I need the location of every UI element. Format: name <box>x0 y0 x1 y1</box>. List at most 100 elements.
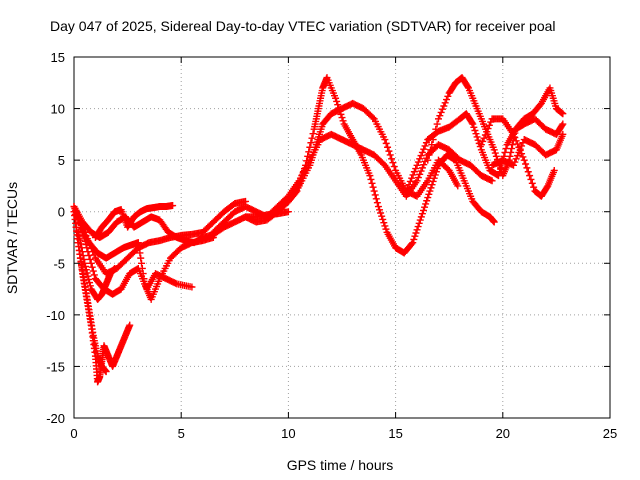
data-point <box>428 141 436 149</box>
data-point <box>402 187 410 195</box>
x-axis-label: GPS time / hours <box>287 457 394 473</box>
data-point <box>381 222 389 230</box>
data-point <box>380 219 388 227</box>
data-point <box>550 166 558 174</box>
data-point <box>413 161 421 169</box>
data-point <box>338 114 346 122</box>
data-point <box>454 182 462 190</box>
data-point <box>404 184 412 192</box>
data-point <box>420 145 428 153</box>
data-point <box>368 179 376 187</box>
data-point <box>76 236 84 244</box>
data-point <box>419 206 427 214</box>
data-point <box>422 200 430 208</box>
data-point <box>378 212 386 220</box>
data-point <box>522 160 530 168</box>
data-point <box>418 148 426 156</box>
data-point <box>416 170 424 178</box>
data-point <box>137 254 145 262</box>
data-point <box>75 232 83 240</box>
y-tick-label: -10 <box>46 308 65 323</box>
data-point <box>412 229 420 237</box>
x-tick-label: 25 <box>603 426 617 441</box>
data-point <box>139 270 147 278</box>
data-point <box>433 120 441 128</box>
axis-ticks: 0 5 10 15 20 25 -20 -15 -10 -5 0 5 10 15 <box>46 50 617 441</box>
data-point <box>87 259 95 267</box>
data-point <box>388 155 396 163</box>
series-track-14 <box>477 115 558 200</box>
data-point <box>437 108 445 116</box>
data-point <box>424 194 432 202</box>
data-point <box>432 168 440 176</box>
data-point <box>526 172 534 180</box>
data-point <box>524 168 532 176</box>
data-point <box>508 145 516 153</box>
data-point <box>412 165 420 173</box>
data-point <box>483 128 491 136</box>
data-point <box>86 255 94 263</box>
series-track-3 <box>72 223 110 376</box>
data-point <box>473 133 481 141</box>
data-point <box>430 130 438 138</box>
data-point <box>390 163 398 171</box>
data-point <box>428 181 436 189</box>
data-point <box>507 148 515 156</box>
data-point <box>418 210 426 218</box>
data-point <box>410 235 418 243</box>
data-point <box>514 152 522 160</box>
data-point <box>372 195 380 203</box>
data-point <box>308 134 316 142</box>
data-point <box>424 156 432 164</box>
y-tick-label: 5 <box>58 153 65 168</box>
data-point <box>464 83 472 91</box>
series-track-7 <box>76 223 217 303</box>
data-point <box>409 239 417 247</box>
data-point <box>511 134 519 142</box>
data-point <box>477 141 485 149</box>
data-point <box>523 164 531 172</box>
data-point <box>386 151 394 159</box>
data-point <box>421 142 429 150</box>
y-tick-label: 0 <box>58 205 65 220</box>
data-point <box>414 174 422 182</box>
plot-frame <box>73 56 611 419</box>
y-tick-label: 15 <box>51 50 65 65</box>
x-tick-label: 10 <box>281 426 295 441</box>
data-point <box>427 184 435 192</box>
data-point <box>382 139 390 147</box>
data-point <box>512 155 520 163</box>
data-point <box>78 244 86 252</box>
data-point <box>530 183 538 191</box>
x-tick-label: 20 <box>496 426 510 441</box>
data-point <box>409 171 417 179</box>
data-point <box>444 92 452 100</box>
data-point <box>518 142 526 150</box>
data-point <box>416 216 424 224</box>
data-point <box>79 252 87 260</box>
data-point <box>369 183 377 191</box>
data-point <box>413 177 421 185</box>
data-point <box>516 145 524 153</box>
data-point <box>188 283 196 291</box>
x-tick-label: 5 <box>178 426 185 441</box>
data-point <box>474 136 482 144</box>
data-point <box>490 218 498 226</box>
data-point <box>510 130 518 138</box>
data-point <box>510 161 518 169</box>
data-point <box>78 248 86 256</box>
data-point <box>307 139 315 147</box>
data-point <box>413 226 421 234</box>
x-tick-label: 15 <box>388 426 402 441</box>
data-point <box>385 147 393 155</box>
data-point <box>84 272 92 280</box>
data-point <box>417 167 425 175</box>
data-point <box>429 136 437 144</box>
data-point <box>423 197 431 205</box>
data-point <box>339 117 347 125</box>
data-point <box>481 131 489 139</box>
data-point <box>80 255 88 263</box>
data-point <box>426 187 434 195</box>
y-tick-label: 10 <box>51 102 65 117</box>
